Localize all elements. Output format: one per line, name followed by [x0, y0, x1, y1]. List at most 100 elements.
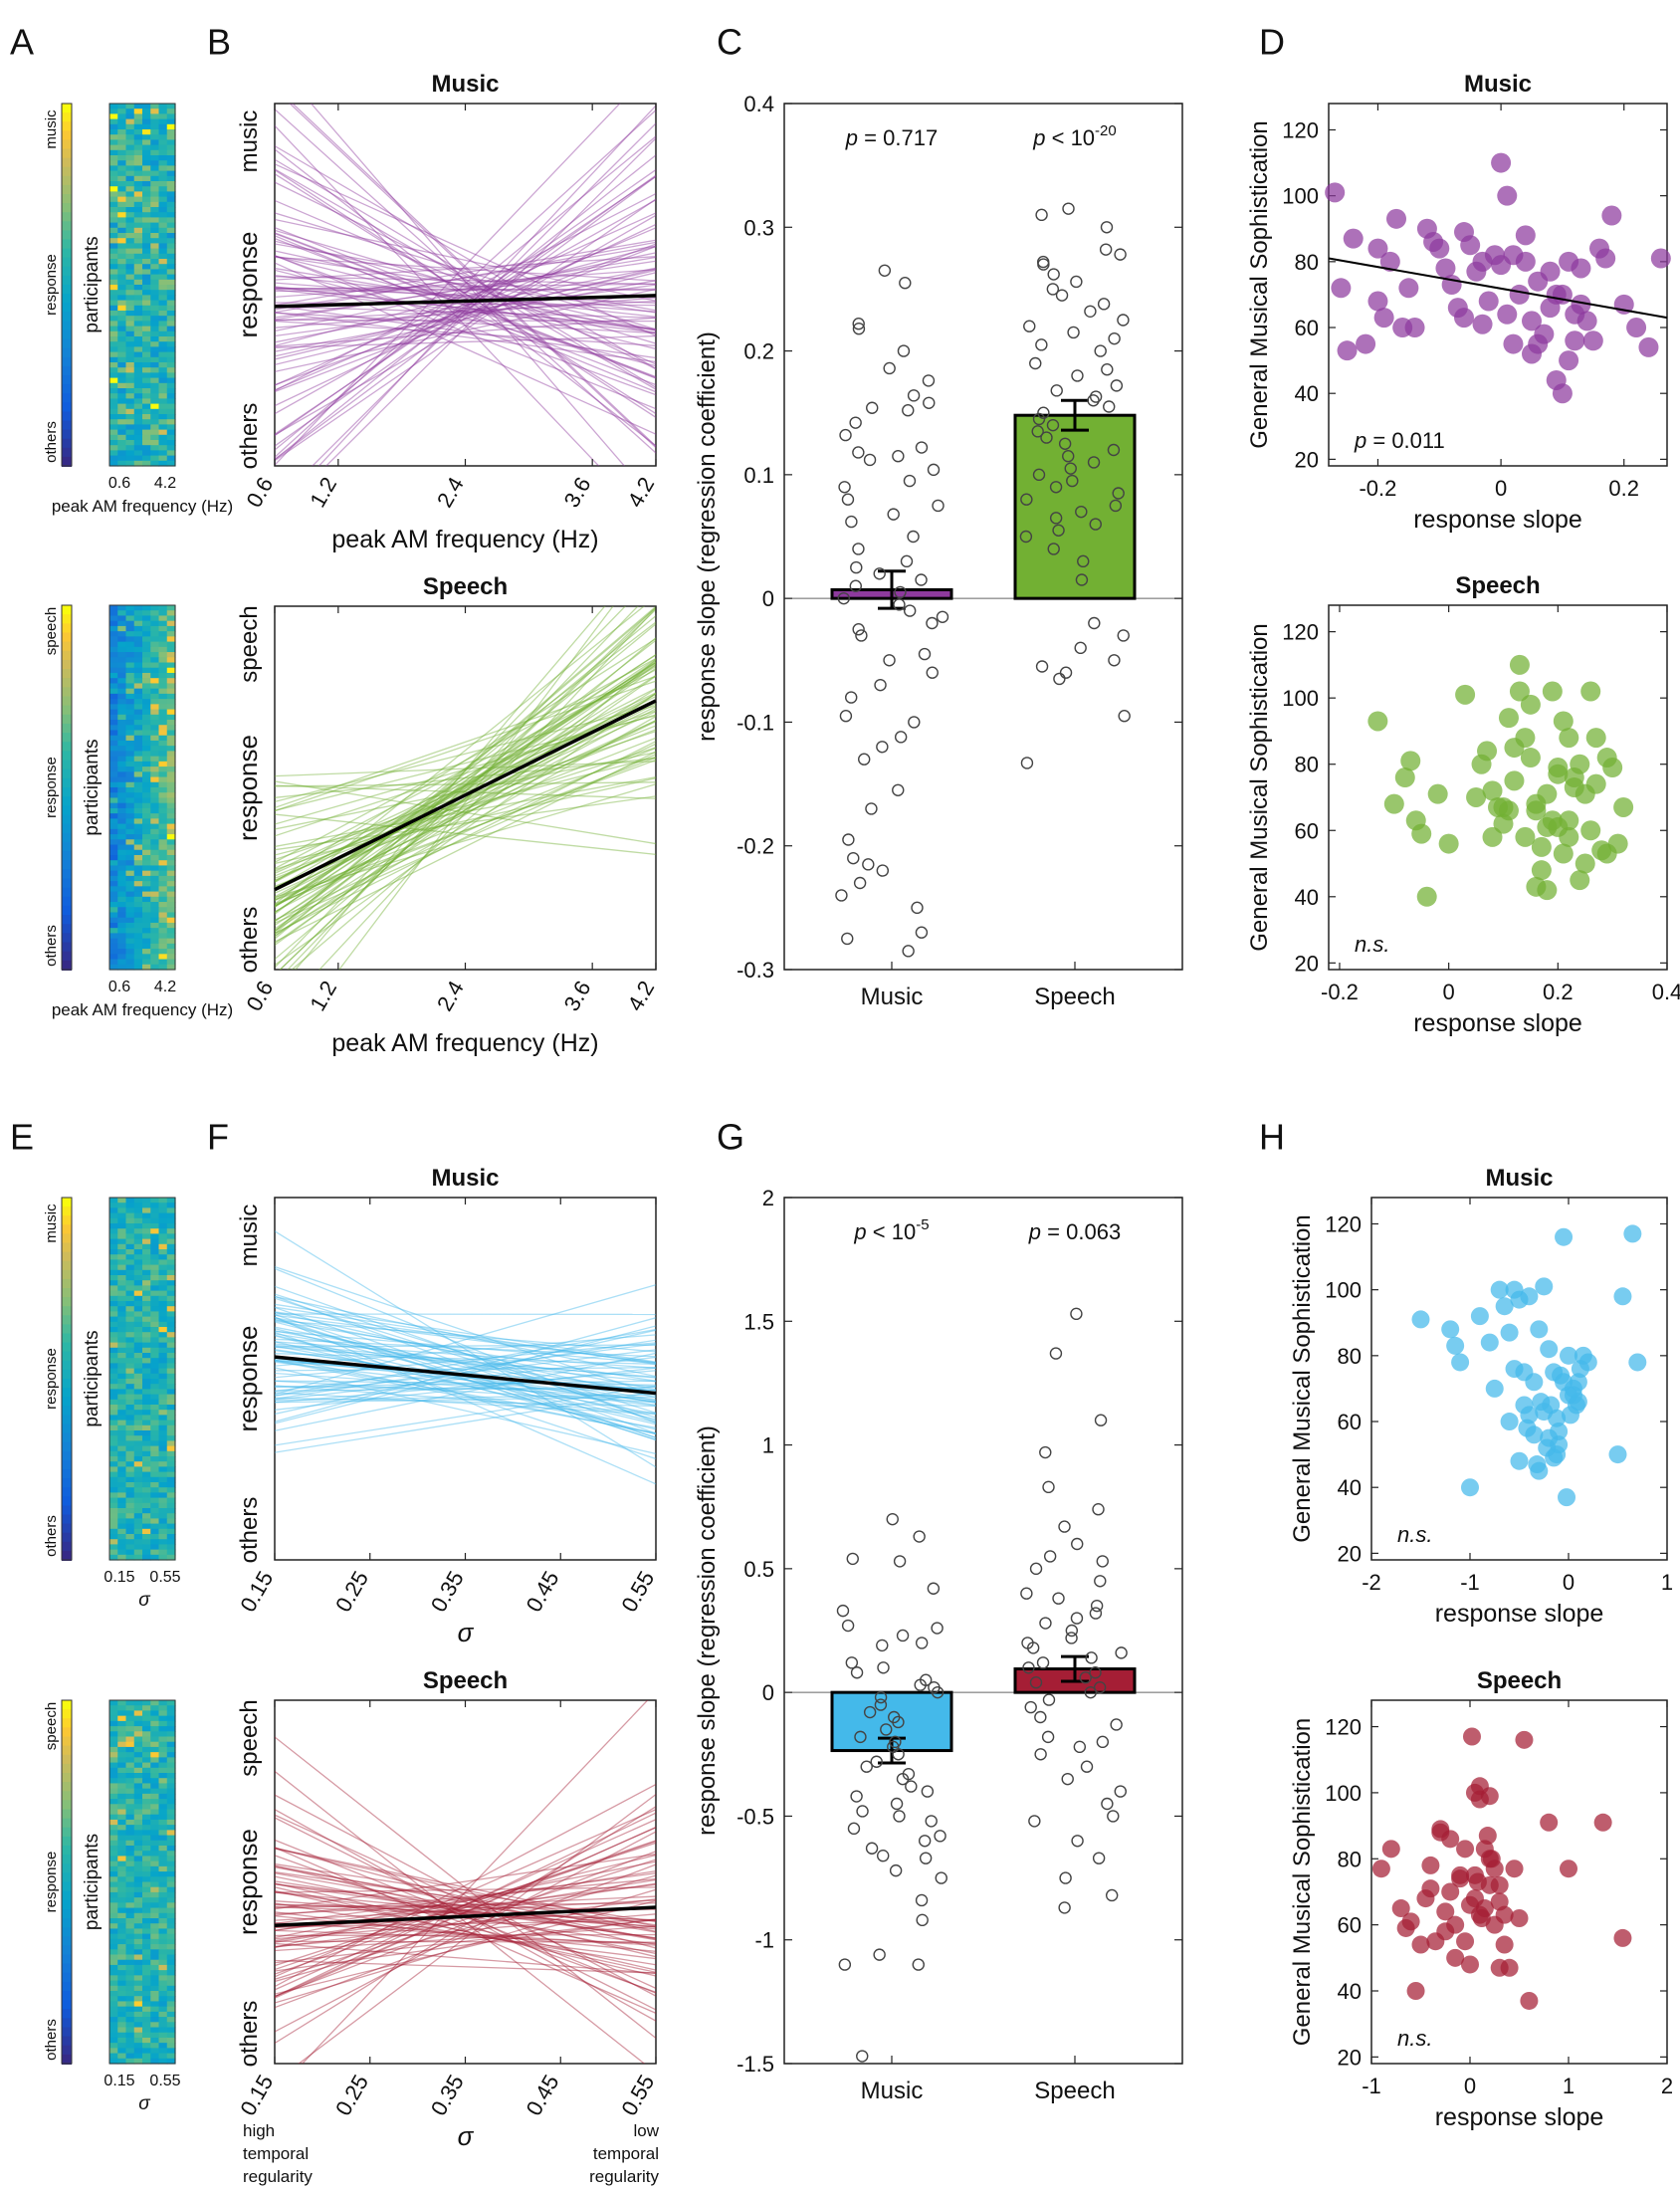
heatmap-cell — [117, 725, 127, 732]
heatmap-cell — [158, 849, 168, 856]
heatmap-cell — [150, 823, 160, 830]
heatmap-cell — [158, 1269, 168, 1276]
participant-line — [275, 1864, 656, 1958]
heatmap-cell — [125, 1814, 135, 1821]
xtick-label: -0.2 — [1359, 476, 1396, 501]
colorbar-segment — [62, 1260, 72, 1271]
heatmap-cell — [125, 725, 135, 732]
data-points — [835, 264, 949, 958]
heatmap-cell — [142, 1861, 151, 1867]
heatmap-cell — [117, 688, 127, 695]
heatmap-cell — [133, 610, 143, 617]
data-point — [915, 926, 929, 939]
heatmap-cell — [109, 264, 118, 270]
heatmap-xtick: 4.2 — [154, 979, 176, 995]
heatmap-cell — [166, 802, 176, 809]
heatmap-cell — [158, 1970, 168, 1976]
heatmap-cell — [117, 1337, 127, 1344]
colorbar-segment — [62, 705, 72, 716]
heatmap-cell — [150, 1928, 160, 1935]
data-point — [892, 1715, 905, 1729]
heatmap-cell — [142, 460, 151, 467]
heatmap-cell — [109, 1865, 118, 1872]
heatmap-cell — [142, 1736, 151, 1743]
scatter-point — [1367, 238, 1388, 259]
heatmap-cell — [166, 1518, 176, 1525]
xtick-label: 4.2 — [622, 473, 659, 512]
data-point — [934, 1830, 946, 1843]
participant-line — [275, 759, 656, 901]
heatmap-cell — [166, 781, 176, 788]
heatmap-cell — [166, 217, 176, 224]
heatmap-cell — [158, 954, 168, 961]
heatmap-cell — [117, 787, 127, 793]
heatmap-cell — [158, 460, 168, 467]
heatmap-cell — [125, 1752, 135, 1758]
heatmap-cell — [150, 839, 160, 846]
p-exponent: -5 — [916, 1216, 929, 1233]
heatmap-cell — [109, 1523, 118, 1530]
heatmap-cell — [133, 1198, 143, 1204]
ytick-label: 0.3 — [743, 215, 774, 240]
heatmap-cell — [133, 285, 143, 291]
heatmap-cell — [158, 1238, 168, 1245]
heatmap-cell — [150, 714, 160, 721]
heatmap-cell — [109, 113, 118, 120]
participant-line — [275, 1940, 656, 1943]
participant-line — [275, 198, 656, 462]
ytick-label: -1 — [754, 1928, 774, 1953]
heatmap-cell — [117, 735, 127, 742]
heatmap-cell — [150, 631, 160, 637]
heatmap-cell — [166, 1420, 176, 1426]
heatmap-cell — [117, 1502, 127, 1509]
heatmap-cell — [133, 792, 143, 799]
heatmap-cell — [158, 1492, 168, 1499]
heatmap-cell — [158, 217, 168, 224]
heatmap-cell — [142, 113, 151, 120]
heatmap-cell — [133, 1871, 143, 1877]
heatmap-cell — [158, 787, 168, 793]
heatmap-cell — [150, 802, 160, 809]
participant-line — [275, 1919, 656, 1928]
heatmap-cell — [117, 771, 127, 778]
data-point — [1020, 1587, 1033, 1600]
heatmap-cell — [166, 1466, 176, 1473]
heatmap-cell — [117, 1389, 127, 1396]
heatmap-cell — [158, 1762, 168, 1769]
colorbar-frame — [61, 1699, 73, 2065]
colorbar-segment — [62, 112, 72, 123]
participant-line — [275, 1959, 656, 1974]
participant-line — [275, 664, 656, 908]
ytick-label: 0 — [762, 586, 774, 611]
data-point — [874, 678, 887, 692]
heatmap-cell — [166, 807, 176, 814]
heatmap-cell — [158, 912, 168, 919]
heatmap-cell — [166, 1435, 176, 1441]
heatmap-cell — [125, 1949, 135, 1956]
data-point — [850, 560, 863, 574]
colorbar-segment — [62, 1899, 72, 1910]
colorbar-segment — [62, 2027, 72, 2038]
heatmap-cell — [158, 1389, 168, 1396]
heatmap-cell — [142, 186, 151, 192]
heatmap-cell — [166, 372, 176, 379]
heatmap-cell — [142, 1907, 151, 1914]
heatmap-cell — [158, 1311, 168, 1318]
heatmap-cell — [150, 181, 160, 187]
heatmap-cell — [117, 440, 127, 446]
heatmap-cell — [125, 191, 135, 198]
colorbar-segment — [62, 1736, 72, 1747]
heatmap-cell — [125, 264, 135, 270]
heatmap-cell — [142, 170, 151, 177]
heatmap-cell — [133, 1373, 143, 1380]
heatmap-cell — [133, 1539, 143, 1545]
heatmap-cell — [142, 1746, 151, 1753]
colorbar-segment — [62, 1908, 72, 1919]
heatmap-cell — [133, 1327, 143, 1333]
participant-line — [275, 243, 656, 312]
heatmap-cell — [109, 672, 118, 679]
heatmap-cell — [117, 2001, 127, 2008]
heatmap-cell — [166, 377, 176, 384]
heatmap-cell — [142, 1949, 151, 1956]
heatmap-cell — [158, 1471, 168, 1478]
